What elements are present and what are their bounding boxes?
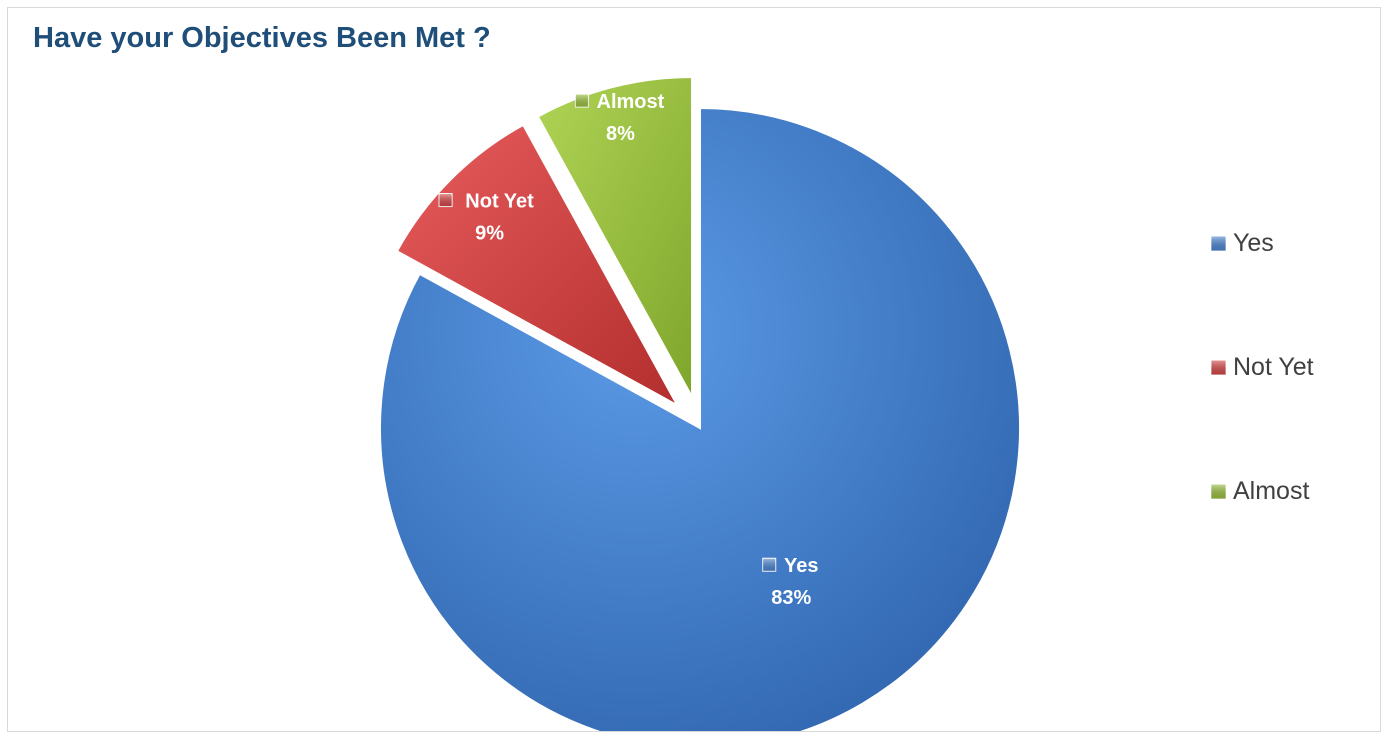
legend-label-almost: Almost [1233,477,1309,505]
legend-label-yes: Yes [1233,229,1274,257]
data-label-not-yet-marker [438,193,453,208]
data-label-almost-value: 8% [606,123,635,145]
legend-marker-not-yet [1210,359,1227,376]
chart-legend: Yes Not Yet Almost [1210,229,1314,505]
legend-label-not-yet: Not Yet [1233,353,1314,381]
legend-marker-almost [1210,483,1227,500]
legend-marker-yes [1210,235,1227,252]
data-label-yes-category: Yes [784,555,818,577]
data-label-not-yet-value: 9% [475,223,504,245]
data-label-not-yet-category: Not Yet [465,191,534,213]
data-label-yes-value: 83% [771,587,811,609]
data-label-almost-marker [574,93,589,108]
data-label-yes-marker [762,557,777,572]
chart-title: Have your Objectives Been Met ? [33,22,491,54]
pie-slice-almost [536,76,694,398]
pie-slice-not-yet [395,123,680,408]
data-label-almost-category: Almost [597,91,665,113]
pie-chart: Yes 83% Not Yet 9% Almost 8% Yes Not Yet Almost [379,76,1314,731]
pie-slice-yes [379,106,1021,731]
chart-area: Have your Objectives Been Met ? Yes 83% No… [7,7,1381,732]
